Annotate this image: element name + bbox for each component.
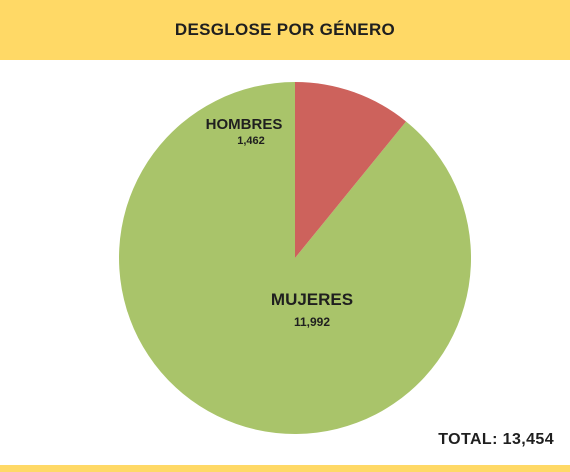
pie-slice-hombres	[295, 82, 407, 258]
total-label: TOTAL: 13,454	[438, 431, 554, 448]
footer-banner	[0, 465, 570, 472]
slice-value-hombres: 1,462	[237, 135, 265, 147]
slice-label-mujeres: MUJERES	[271, 290, 353, 309]
pie-slice-mujeres	[119, 82, 472, 435]
pie-labels: MUJERES 11,992 HOMBRES 1,462	[206, 116, 353, 329]
chart-title: DESGLOSE POR GÉNERO	[174, 20, 396, 39]
pie-chart: MUJERES 11,992 HOMBRES 1,462	[119, 82, 472, 435]
pie-slices	[119, 82, 472, 435]
slice-label-hombres: HOMBRES	[206, 116, 283, 133]
slice-value-mujeres: 11,992	[294, 315, 330, 329]
header-banner: DESGLOSE POR GÉNERO	[0, 0, 570, 60]
